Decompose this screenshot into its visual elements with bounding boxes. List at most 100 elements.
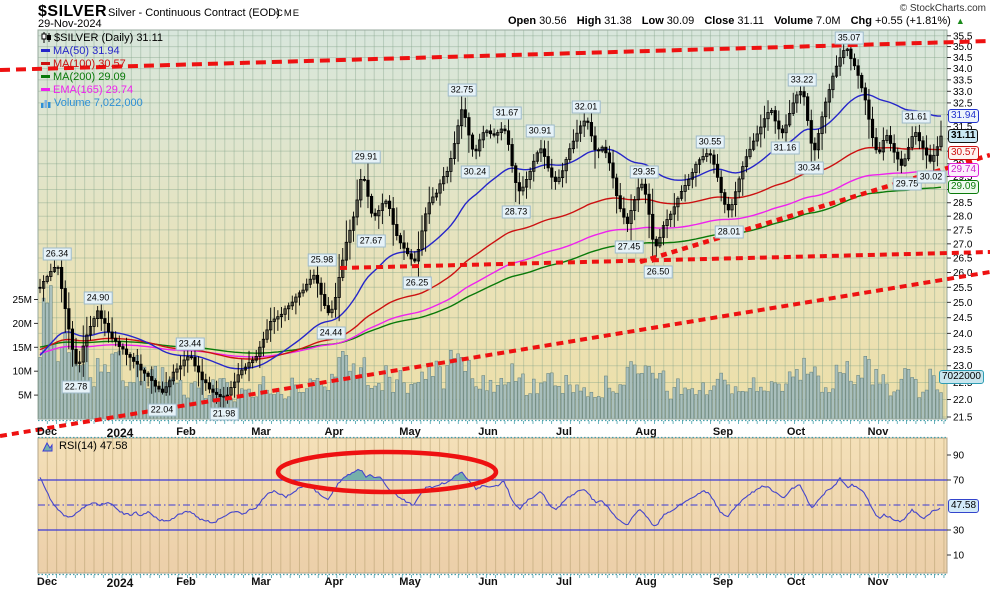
price-label: 30.02 xyxy=(916,170,946,184)
candle-down xyxy=(409,253,413,260)
candle-up xyxy=(669,213,673,220)
month-label: Dec xyxy=(36,576,58,588)
volume-bar xyxy=(301,392,305,420)
candle-up xyxy=(164,386,168,393)
volume-bar xyxy=(910,377,914,420)
volume-bar xyxy=(391,391,395,420)
candle-up xyxy=(658,236,662,247)
volume-bar xyxy=(355,376,359,420)
volume-bar xyxy=(323,386,327,420)
volume-bar xyxy=(524,395,529,420)
volume-bar xyxy=(553,385,558,420)
price-label: 31.61 xyxy=(901,110,931,124)
candle-up xyxy=(240,369,244,376)
price-label: 22.04 xyxy=(147,403,177,417)
candle-up xyxy=(914,132,918,137)
candle-up xyxy=(705,153,709,157)
volume-bar xyxy=(333,376,338,420)
volume-bar xyxy=(798,379,803,420)
month-label: May xyxy=(399,576,421,588)
volume-bar xyxy=(539,382,543,420)
candle-down xyxy=(503,128,507,132)
price-tick-label: 34.5 xyxy=(953,53,973,64)
candle-up xyxy=(452,143,457,159)
main-plot-background xyxy=(38,30,947,419)
candle-up xyxy=(431,196,435,204)
price-label: 33.22 xyxy=(787,73,817,87)
candle-down xyxy=(611,162,615,179)
price-label: 24.44 xyxy=(316,326,346,340)
volume-bar xyxy=(629,361,633,420)
candle-down xyxy=(132,356,136,362)
candle-up xyxy=(564,159,568,172)
candle-down xyxy=(70,328,75,350)
volume-bar xyxy=(402,382,406,420)
candle-up xyxy=(81,345,85,363)
candle-up xyxy=(932,154,936,162)
price-tick-label: 28.5 xyxy=(953,198,973,209)
volume-bar xyxy=(297,392,302,420)
candle-up xyxy=(834,65,839,77)
price-tick-label: 34.0 xyxy=(953,64,973,75)
candle-up xyxy=(297,292,302,298)
volume-bar xyxy=(387,376,392,420)
volume-bar xyxy=(315,378,320,420)
volume-bar xyxy=(186,397,190,420)
volume-bar xyxy=(647,366,651,420)
candle-up xyxy=(427,202,431,215)
volume-bar xyxy=(820,391,824,420)
candle-up xyxy=(178,365,183,370)
volume-bar xyxy=(326,390,331,420)
price-label: 29.75 xyxy=(892,177,922,191)
price-label: 30.91 xyxy=(525,124,555,138)
volume-bar xyxy=(377,383,381,420)
candle-up xyxy=(182,359,186,367)
candle-up xyxy=(885,135,889,141)
candle-up xyxy=(438,183,442,194)
candle-down xyxy=(867,99,871,120)
high-label: High xyxy=(576,15,602,27)
candle-up xyxy=(633,199,637,211)
candle-up xyxy=(330,308,334,314)
low-value: 30.09 xyxy=(666,15,695,27)
volume-bar xyxy=(92,386,96,420)
candle-up xyxy=(416,249,421,262)
candle-up xyxy=(903,158,907,166)
candle-up xyxy=(528,170,532,180)
trendline-2 xyxy=(339,250,990,270)
candle-up xyxy=(52,266,57,272)
candle-down xyxy=(387,200,392,209)
month-label: Oct xyxy=(786,426,806,438)
candle-down xyxy=(813,142,817,151)
volume-tick-label: 10M xyxy=(13,367,32,378)
month-label: 2024 xyxy=(106,426,134,440)
legend-item: Volume 7,022,000 xyxy=(41,96,163,109)
volume-bar xyxy=(787,371,792,420)
candle-down xyxy=(860,74,864,89)
volume-bar xyxy=(294,384,298,420)
volume-bar xyxy=(896,389,900,420)
volume-bar xyxy=(636,373,640,420)
candle-up xyxy=(795,94,799,104)
candle-down xyxy=(402,242,406,249)
volume-bar xyxy=(279,394,284,420)
price-tick-label: 24.5 xyxy=(953,313,973,324)
candle-up xyxy=(838,57,842,67)
volume-bar xyxy=(38,357,42,420)
candle-up xyxy=(276,316,280,320)
volume-bar xyxy=(596,396,601,420)
month-label: Jun xyxy=(478,576,498,588)
price-label: 27.45 xyxy=(614,240,644,254)
volume-bar xyxy=(618,384,622,420)
rsi-month-axis: Dec 2024 Feb Mar Apr May Jun Jul Aug Sep Oct Nov xyxy=(0,576,990,590)
candle-down xyxy=(492,133,496,136)
volume-bar xyxy=(802,357,806,420)
ma-line-swatch xyxy=(41,88,50,91)
stockcharts-link[interactable]: © StockCharts.com xyxy=(899,3,986,14)
volume-bar xyxy=(643,365,648,420)
candle-up xyxy=(261,338,266,348)
candle-up xyxy=(842,50,846,59)
volume-bar xyxy=(795,369,799,420)
volume-bar xyxy=(319,381,323,420)
price-label: 26.25 xyxy=(402,276,432,290)
